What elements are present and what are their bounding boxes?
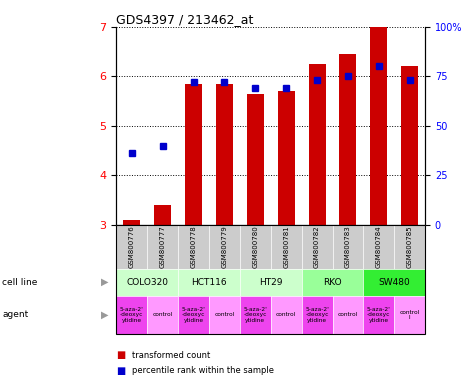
Text: GSM800777: GSM800777 [160, 225, 166, 268]
Text: GSM800779: GSM800779 [221, 225, 228, 268]
Text: 5-aza-2'
-deoxyc
ytidine: 5-aza-2' -deoxyc ytidine [120, 307, 144, 323]
Text: control: control [338, 312, 358, 318]
Text: GSM800782: GSM800782 [314, 225, 320, 268]
Text: GSM800784: GSM800784 [376, 225, 382, 268]
Bar [247, 94, 264, 225]
Text: SW480: SW480 [379, 278, 410, 287]
Text: RKO: RKO [323, 278, 342, 287]
Text: GDS4397 / 213462_at: GDS4397 / 213462_at [116, 13, 254, 26]
Text: GSM800783: GSM800783 [345, 225, 351, 268]
Text: control
l: control l [399, 310, 420, 320]
Text: agent: agent [2, 310, 28, 319]
Text: control: control [276, 312, 296, 318]
Bar [154, 205, 171, 225]
Text: percentile rank within the sample: percentile rank within the sample [132, 366, 274, 375]
Bar [401, 66, 418, 225]
Bar [278, 91, 294, 225]
Text: GSM800776: GSM800776 [129, 225, 135, 268]
Text: ▶: ▶ [101, 310, 108, 320]
Text: ■: ■ [116, 350, 125, 360]
Text: 5-aza-2'
-deoxyc
ytidine: 5-aza-2' -deoxyc ytidine [181, 307, 206, 323]
Bar [370, 27, 387, 225]
Text: ■: ■ [116, 366, 125, 376]
Text: GSM800778: GSM800778 [190, 225, 197, 268]
Text: control: control [214, 312, 235, 318]
Text: COLO320: COLO320 [126, 278, 168, 287]
Bar [340, 54, 356, 225]
Text: cell line: cell line [2, 278, 38, 287]
Text: 5-aza-2'
-deoxyc
ytidine: 5-aza-2' -deoxyc ytidine [305, 307, 329, 323]
Text: GSM800785: GSM800785 [407, 225, 413, 268]
Text: GSM800781: GSM800781 [283, 225, 289, 268]
Text: HCT116: HCT116 [191, 278, 227, 287]
Text: GSM800780: GSM800780 [252, 225, 258, 268]
Bar [185, 84, 202, 225]
Bar [216, 84, 233, 225]
Bar [124, 220, 140, 225]
Bar [309, 64, 325, 225]
Text: 5-aza-2'
-deoxyc
ytidine: 5-aza-2' -deoxyc ytidine [243, 307, 267, 323]
Text: 5-aza-2'
-deoxyc
ytidine: 5-aza-2' -deoxyc ytidine [367, 307, 391, 323]
Text: control: control [152, 312, 173, 318]
Text: ▶: ▶ [101, 277, 108, 287]
Text: transformed count: transformed count [132, 351, 210, 360]
Text: HT29: HT29 [259, 278, 283, 287]
